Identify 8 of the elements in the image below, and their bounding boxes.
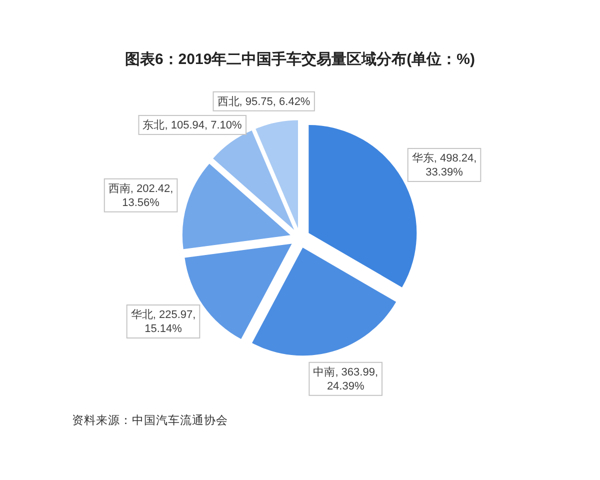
slice-label: 东北, 105.94, 7.10% — [142, 118, 242, 132]
chart-title: 图表6：2019年二中国手车交易量区域分布(单位：%) — [124, 50, 476, 68]
slice-label: 华东, 498.24, 33.39% — [412, 151, 477, 178]
slice-label: 华北, 225.97, 15.14% — [130, 308, 196, 335]
text: 资料来源：中国汽车流通协会 — [72, 413, 228, 427]
slice-label: 西南, 202.42, 13.56% — [108, 182, 174, 209]
slice-label: 西北, 95.75, 6.42% — [217, 94, 310, 108]
slice-label: 中南, 363.99, 24.39% — [313, 365, 378, 392]
